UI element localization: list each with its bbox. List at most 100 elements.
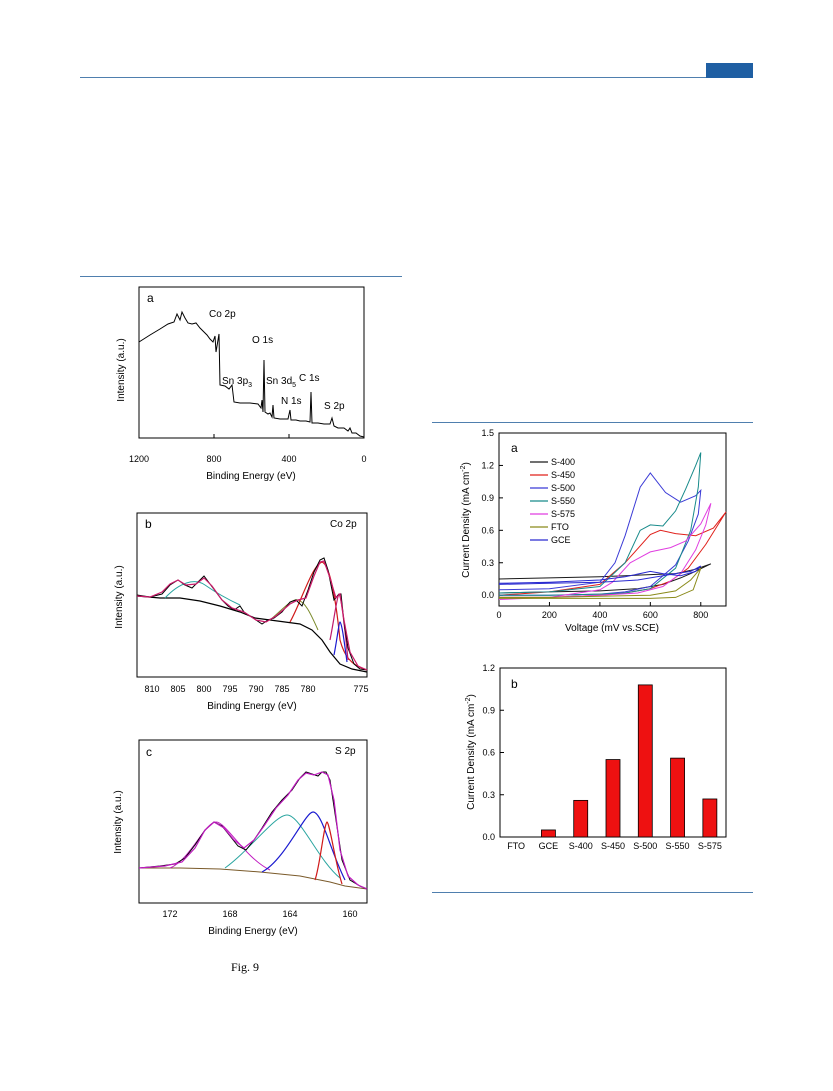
x-axis-label: Voltage (mV vs.SCE) [565,623,659,634]
x-tick-label: 800 [206,454,221,464]
x-axis-ticks: 1200 800 400 0 [129,434,367,464]
x-tick-label: 164 [282,909,297,919]
co2p-fitted-envelope [136,560,368,671]
y-tick-label: 0.0 [482,832,495,842]
bar-s-500 [637,684,653,838]
legend-label: S-550 [551,496,575,506]
x-tick-label: S-400 [569,841,593,851]
x-tick-label: 0 [496,610,501,620]
cv-series-s-575 [498,503,712,600]
legend-label: S-400 [551,457,575,467]
legend-label: S-500 [551,483,575,493]
x-tick-label: 0 [361,454,366,464]
x-tick-label: 800 [196,684,211,694]
x-tick-label: 168 [222,909,237,919]
panel-frame [138,286,365,439]
y-tick-label: 0.6 [482,748,495,758]
x-tick-label: 795 [222,684,237,694]
panel-title: Co 2p [330,519,357,530]
figure-left-rule [80,276,402,277]
x-tick-label: 805 [170,684,185,694]
x-tick-label: FTO [507,841,525,851]
co2p-background [136,595,368,673]
x-tick-label: 600 [643,610,658,620]
peak-n1s-label: N 1s [281,396,302,407]
panel-label: a [511,441,518,455]
x-tick-label: 800 [693,610,708,620]
y-axis-label: Intensity (a.u.) [113,790,124,853]
y-axis-label: Current Density (mA cm-2) [460,462,472,578]
panel-title: S 2p [335,746,356,757]
cv-series-s-500 [498,472,702,596]
x-tick-label: 785 [274,684,289,694]
legend-label: S-575 [551,509,575,519]
s2p-background [139,867,368,890]
panel-frame [138,739,368,904]
x-axis-label: Binding Energy (eV) [206,471,296,482]
legend-label: GCE [551,535,571,545]
x-axis-label: Binding Energy (eV) [207,701,297,712]
y-tick-label: 0.6 [481,525,494,535]
cv-series-s-550 [498,452,702,596]
y-tick-label: 0.3 [482,790,495,800]
panel-label: b [145,517,152,531]
co2p-component [333,621,348,663]
peak-c1s-label: C 1s [299,373,320,384]
x-tick-label: 810 [144,684,159,694]
s2p-raw-spectrum [138,771,368,890]
figure-right-top-rule [432,422,753,423]
y-axis-label: Intensity (a.u.) [116,338,127,401]
y-tick-label: 0.3 [481,558,494,568]
co2p-component [164,581,241,606]
s2p-component [169,821,271,871]
x-tick-label: 790 [248,684,263,694]
panel-label: a [147,291,154,305]
peak-s2p-label: S 2p [324,401,345,412]
header-rule [80,77,753,78]
y-tick-label: 1.2 [482,663,495,673]
x-tick-label: 1200 [129,454,149,464]
legend-label: FTO [551,522,569,532]
header-color-block [706,63,753,78]
bar-s-575 [702,798,718,838]
cv-series-fto [499,567,702,599]
x-tick-label: 400 [281,454,296,464]
y-tick-label: 0.9 [482,705,495,715]
x-tick-label: S-500 [633,841,657,851]
x-tick-label: 160 [342,909,357,919]
panel-label: b [511,677,518,691]
figure-caption: Fig. 9 [230,960,259,974]
panel-label: c [146,745,152,759]
bar-s-450 [605,759,621,838]
bar-s-400 [573,799,589,838]
x-tick-label: 172 [162,909,177,919]
s2p-component [261,811,346,881]
bar-s-550 [670,757,685,838]
x-tick-label: S-450 [601,841,625,851]
x-tick-label: 200 [542,610,557,620]
figure-right-bottom-rule [432,892,753,893]
survey-spectrum [138,310,365,438]
x-tick-label: GCE [539,841,559,851]
x-axis-ticks: 810 805 800 795 790 785 780 775 [144,684,368,694]
y-tick-label: 1.2 [481,460,494,470]
plot-frame [498,432,727,607]
x-tick-label: S-550 [666,841,690,851]
cv-series-s-400 [498,563,712,594]
x-axis-ticks: 172 168 164 160 [162,909,357,919]
legend-label: S-450 [551,470,575,480]
peak-o1s-label: O 1s [252,335,273,346]
y-tick-label: 0.0 [481,590,494,600]
y-tick-label: 0.9 [481,493,494,503]
y-axis-label: Intensity (a.u.) [114,565,125,628]
peak-sn3p-label: Sn 3p3 [222,376,252,389]
cv-series-gce [498,565,702,585]
x-axis-label: Binding Energy (eV) [208,926,298,937]
peak-sn3d-label: Sn 3d5 [266,376,296,389]
s2p-component [314,821,343,885]
